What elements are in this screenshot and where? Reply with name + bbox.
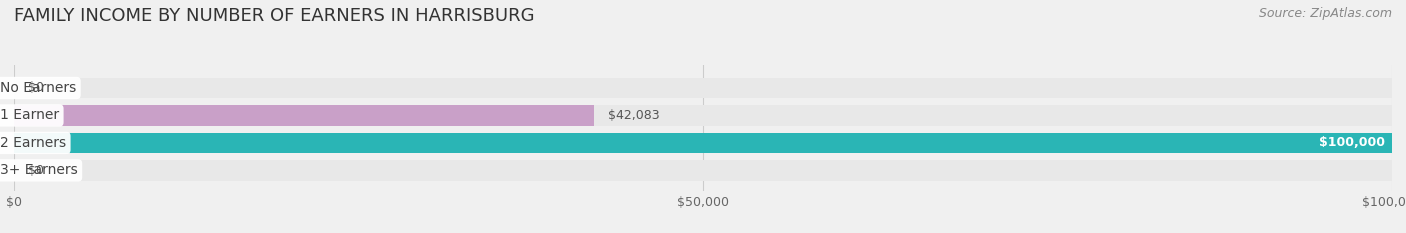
Text: 3+ Earners: 3+ Earners xyxy=(0,163,77,177)
Bar xyxy=(14,133,1392,153)
Text: $0: $0 xyxy=(28,82,44,95)
Bar xyxy=(14,105,593,126)
Bar xyxy=(14,78,1392,98)
Bar xyxy=(14,160,1392,181)
Text: 1 Earner: 1 Earner xyxy=(0,108,59,123)
Bar xyxy=(14,105,1392,126)
Bar xyxy=(14,133,1392,153)
Text: $42,083: $42,083 xyxy=(607,109,659,122)
Text: No Earners: No Earners xyxy=(0,81,76,95)
Text: $0: $0 xyxy=(28,164,44,177)
Text: Source: ZipAtlas.com: Source: ZipAtlas.com xyxy=(1258,7,1392,20)
Text: 2 Earners: 2 Earners xyxy=(0,136,66,150)
Text: FAMILY INCOME BY NUMBER OF EARNERS IN HARRISBURG: FAMILY INCOME BY NUMBER OF EARNERS IN HA… xyxy=(14,7,534,25)
Text: $100,000: $100,000 xyxy=(1319,136,1385,149)
